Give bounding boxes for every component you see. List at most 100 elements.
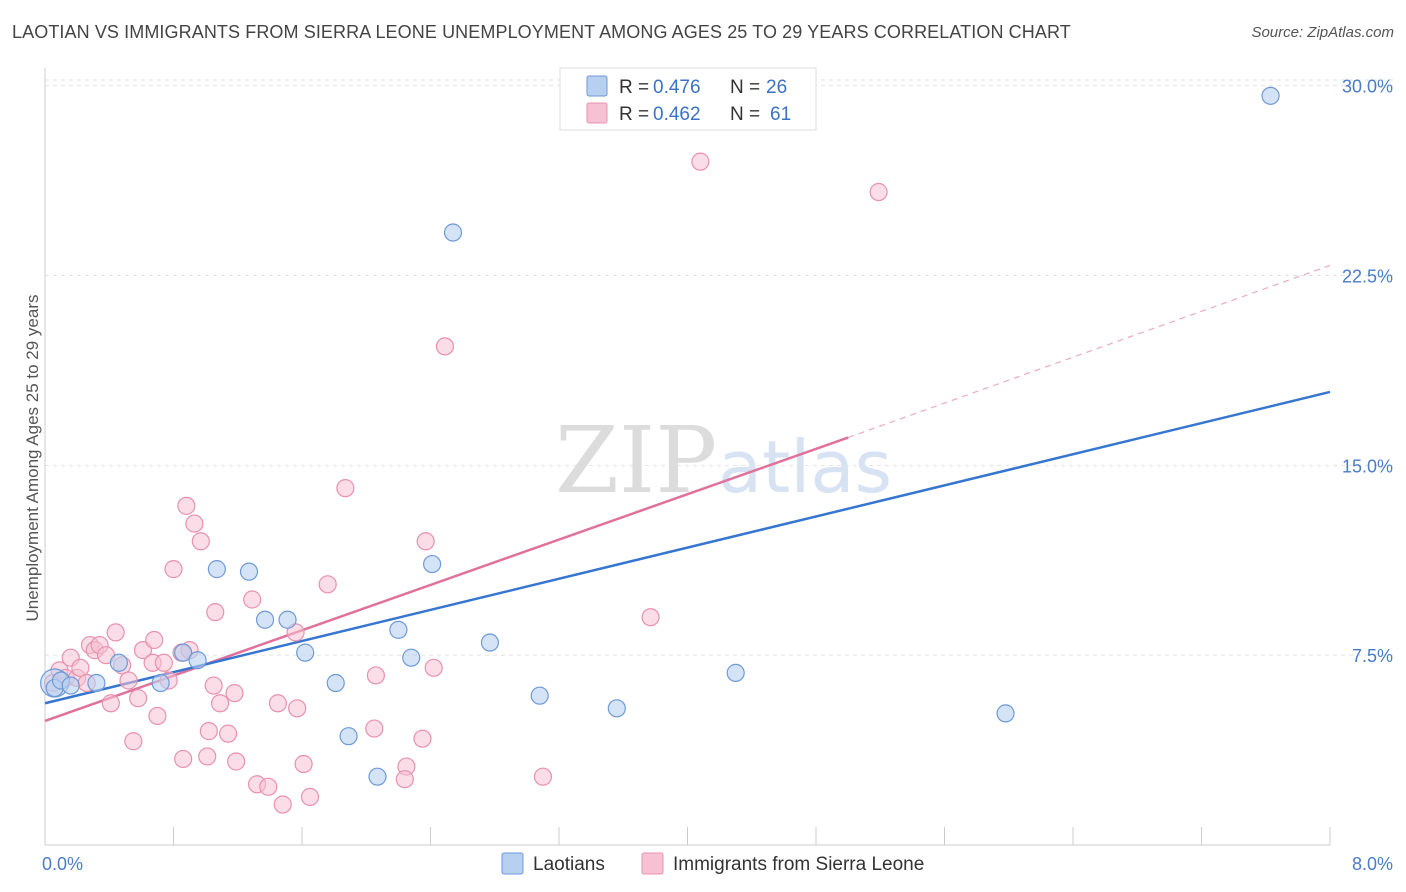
point-sierra-leone-20 <box>148 706 167 726</box>
point-sierra-leone-56 <box>533 767 553 786</box>
point-sierra-leone-11 <box>101 694 120 713</box>
chart-title: LAOTIAN VS IMMIGRANTS FROM SIERRA LEONE … <box>12 22 1071 42</box>
point-laotians-4 <box>109 653 128 672</box>
point-sierra-leone-32 <box>204 676 223 695</box>
point-sierra-leone-36 <box>225 684 244 703</box>
point-sierra-leone-49 <box>365 719 384 738</box>
point-laotians-15 <box>368 767 387 786</box>
legend-swatch-laotians <box>586 75 608 97</box>
point-sierra-leone-12 <box>106 623 125 642</box>
point-laotians-18 <box>423 554 442 574</box>
point-sierra-leone-35 <box>219 724 238 743</box>
point-laotians-13 <box>326 673 345 693</box>
source-label: Source: ZipAtlas.com <box>1251 24 1394 41</box>
point-laotians-25 <box>1261 86 1280 105</box>
legend-n-value-laotians: 26 <box>766 77 787 98</box>
point-sierra-leone-53 <box>416 532 435 551</box>
y-tick-label-3: 30.0% <box>1342 77 1393 97</box>
watermark-zip: ZIP <box>555 407 717 514</box>
point-laotians-14 <box>339 727 358 746</box>
legend-n-label-laotians: N = <box>730 77 760 98</box>
point-sierra-leone-23 <box>164 560 183 579</box>
point-laotians-5 <box>151 673 170 693</box>
bottom-legend-label-sierra-leone: Immigrants from Sierra Leone <box>673 854 924 875</box>
bottom-legend-swatch-sierra-leone <box>641 852 664 875</box>
y-tick-label-1: 15.0% <box>1342 456 1393 476</box>
point-laotians-24 <box>996 704 1015 723</box>
point-sierra-leone-44 <box>288 699 307 718</box>
point-sierra-leone-25 <box>174 749 193 769</box>
y-axis-label: Unemployment Among Ages 25 to 29 years <box>23 295 42 622</box>
point-sierra-leone-29 <box>191 532 210 551</box>
point-sierra-leone-41 <box>268 694 288 713</box>
watermark-atlas: atlas <box>718 425 892 509</box>
point-sierra-leone-55 <box>435 337 455 356</box>
point-sierra-leone-48 <box>336 479 355 498</box>
point-sierra-leone-52 <box>413 729 432 748</box>
legend-r-value-laotians: 0.476 <box>653 77 701 98</box>
point-laotians-22 <box>607 699 626 718</box>
point-sierra-leone-16 <box>129 689 148 708</box>
point-laotians-17 <box>402 648 421 667</box>
point-sierra-leone-15 <box>124 732 143 751</box>
y-tick-label-0: 7.5% <box>1352 646 1393 666</box>
point-sierra-leone-60 <box>395 770 414 789</box>
point-laotians-7 <box>188 651 207 670</box>
point-sierra-leone-31 <box>199 722 218 741</box>
axes <box>44 68 1331 846</box>
legend-box: R = 0.476 N = 26 R = 0.462 N = 61 <box>559 67 817 131</box>
point-sierra-leone-26 <box>177 496 196 515</box>
point-sierra-leone-34 <box>210 694 230 713</box>
bottom-legend: Laotians Immigrants from Sierra Leone <box>501 852 924 875</box>
trend-lines <box>44 264 1331 723</box>
x-tick-label-0: 0.0% <box>42 854 83 874</box>
point-sierra-leone-17 <box>133 641 153 660</box>
bottom-legend-swatch-laotians <box>501 852 524 875</box>
point-sierra-leone-54 <box>424 658 443 677</box>
point-sierra-leone-58 <box>691 152 710 171</box>
point-laotians-2 <box>61 676 80 695</box>
legend-r-label-laotians: R = <box>619 77 649 98</box>
y-tick-label-2: 22.5% <box>1342 267 1393 287</box>
point-sierra-leone-47 <box>318 575 337 594</box>
point-laotians-20 <box>480 633 500 652</box>
legend-swatch-sierra-leone <box>586 102 608 124</box>
point-sierra-leone-57 <box>641 608 660 627</box>
point-sierra-leone-28 <box>185 514 204 533</box>
bottom-legend-label-laotians: Laotians <box>533 854 605 875</box>
point-laotians-12 <box>296 643 315 662</box>
point-sierra-leone-19 <box>145 630 164 650</box>
series-laotians-points <box>40 86 1280 786</box>
point-sierra-leone-38 <box>243 590 262 609</box>
legend-n-label-sierra-leone: N = <box>730 104 760 125</box>
point-sierra-leone-30 <box>198 747 217 766</box>
trend-line-sierra-leone <box>44 436 849 723</box>
point-laotians-23 <box>726 663 745 682</box>
point-laotians-8 <box>207 560 226 579</box>
tick-labels: 7.5% 15.0% 22.5% 30.0% 0.0% 8.0% <box>42 77 1393 874</box>
point-laotians-3 <box>87 673 106 693</box>
point-sierra-leone-33 <box>206 603 225 622</box>
trend-line-laotians <box>44 390 1331 705</box>
point-laotians-10 <box>255 610 275 629</box>
point-sierra-leone-50 <box>366 666 385 685</box>
point-laotians-21 <box>530 686 549 705</box>
point-sierra-leone-59 <box>869 182 888 202</box>
trend-line-sierra-leone-extension <box>847 264 1331 439</box>
point-sierra-leone-45 <box>294 754 313 774</box>
point-sierra-leone-42 <box>273 795 292 814</box>
point-sierra-leone-14 <box>119 671 138 690</box>
point-sierra-leone-46 <box>300 787 320 807</box>
x-tick-label-1: 8.0% <box>1352 854 1393 874</box>
point-sierra-leone-37 <box>227 752 246 771</box>
legend-n-value-sierra-leone: 61 <box>770 104 791 125</box>
point-laotians-9 <box>239 562 259 581</box>
point-laotians-11 <box>278 610 297 629</box>
legend-r-value-sierra-leone: 0.462 <box>653 104 701 125</box>
point-laotians-16 <box>389 620 408 639</box>
point-sierra-leone-40 <box>259 777 278 796</box>
point-laotians-19 <box>443 223 463 242</box>
point-sierra-leone-21 <box>154 653 173 672</box>
point-sierra-leone-5 <box>71 658 90 677</box>
